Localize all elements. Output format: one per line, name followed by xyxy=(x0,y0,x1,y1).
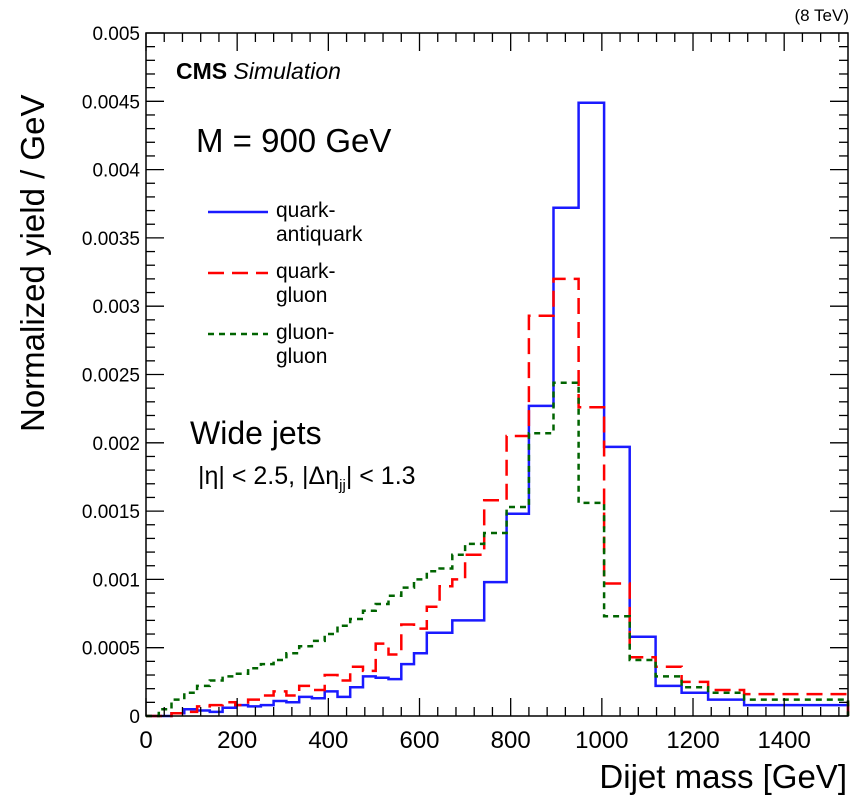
y-tick-label: 0.005 xyxy=(92,24,140,45)
y-tick-label: 0.003 xyxy=(92,297,140,318)
x-tick-label: 200 xyxy=(217,727,257,754)
simulation-label: Simulation xyxy=(233,58,341,84)
x-tick-label: 1400 xyxy=(757,727,810,754)
y-tick-label: 0.0005 xyxy=(82,639,140,660)
legend-label: quark-antiquark xyxy=(276,199,363,246)
legend-label: gluon-gluon xyxy=(276,321,335,368)
energy-label: (8 TeV) xyxy=(794,6,850,25)
x-tick-label: 1000 xyxy=(575,727,628,754)
cuts-text: |η| < 2.5, |Δη xyxy=(198,462,340,490)
y-tick-label: 0.001 xyxy=(92,570,140,591)
cuts-annotation: |η| < 2.5, |Δηjj| < 1.3 xyxy=(198,462,416,494)
y-tick-label: 0 xyxy=(129,707,140,728)
y-tick-label: 0.0025 xyxy=(82,366,140,387)
y-tick-label: 0.0045 xyxy=(82,92,140,113)
series-layer xyxy=(146,101,850,718)
cuts-subscript: jj xyxy=(339,477,346,494)
cuts-tail: | < 1.3 xyxy=(345,462,416,490)
series-line-quark-gluon xyxy=(146,277,850,718)
series-line-gluon-gluon xyxy=(146,381,850,718)
cms-label: CMS Simulation xyxy=(176,58,341,85)
tick-layer: 0 200 400 600 800 1000 1200 1400 0 0.0005 0.001 0.0… xyxy=(82,24,848,754)
y-tick-label: 0.002 xyxy=(92,434,140,455)
x-tick-label: 800 xyxy=(491,727,531,754)
cms-name: CMS xyxy=(176,58,228,84)
y-tick-label: 0.004 xyxy=(92,161,140,182)
legend-label: quark-gluon xyxy=(276,260,336,307)
x-axis-label: Dijet mass [GeV] xyxy=(599,758,847,795)
jets-annotation: Wide jets xyxy=(190,415,322,451)
y-axis-label: Normalized yield / GeV xyxy=(14,94,51,432)
y-tick-label: 0.0015 xyxy=(82,502,140,523)
x-tick-label: 1200 xyxy=(666,727,719,754)
y-tick-label: 0.0035 xyxy=(82,229,140,250)
x-tick-label: 400 xyxy=(308,727,348,754)
x-tick-label: 0 xyxy=(139,727,152,754)
series-line-quark-antiquark xyxy=(146,101,850,718)
x-tick-label: 600 xyxy=(399,727,439,754)
mass-annotation: M = 900 GeV xyxy=(196,122,392,159)
